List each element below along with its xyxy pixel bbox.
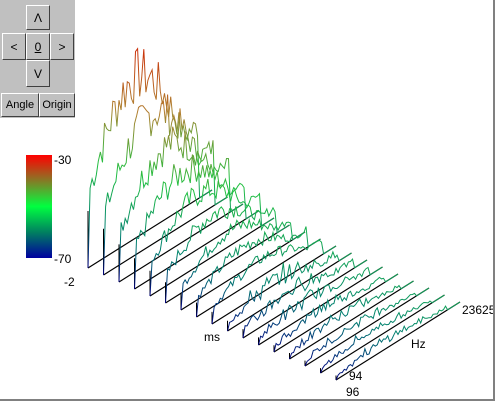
- slice-base: [335, 301, 461, 381]
- colorbar-max: -30: [54, 153, 72, 167]
- spectrum-slice: [258, 266, 383, 346]
- center-button[interactable]: 0: [26, 33, 50, 60]
- spectrum-slice: [227, 250, 352, 332]
- slice-base: [118, 203, 244, 283]
- spectrum-slice: [165, 204, 290, 304]
- down-button[interactable]: V: [26, 60, 50, 87]
- slice-base: [258, 266, 383, 346]
- spectrum-slice: [242, 258, 368, 339]
- left-button[interactable]: <: [2, 33, 26, 60]
- freq-label: Hz: [411, 337, 426, 351]
- angle-button[interactable]: Angle: [1, 93, 39, 117]
- spectrum-slice: [196, 226, 321, 318]
- control-panel: Λ < 0 > V Angle Origin: [0, 0, 75, 118]
- slice-label: 94: [349, 369, 363, 383]
- slice-base: [149, 217, 275, 297]
- spectrum-slice: [320, 294, 445, 374]
- spectrum-slice: [335, 301, 461, 381]
- time-label: ms: [204, 330, 220, 344]
- spectrum-slice: [134, 154, 259, 290]
- spectrum-slice: [103, 94, 228, 276]
- time-start: -2: [64, 275, 75, 289]
- slice-label: 96: [346, 385, 360, 399]
- colorbar-min: -70: [54, 252, 72, 266]
- slice-base: [211, 245, 337, 325]
- up-button[interactable]: Λ: [26, 5, 50, 30]
- slice-base: [289, 280, 414, 360]
- slice-base: [320, 294, 445, 374]
- slice-base: [134, 210, 259, 290]
- spectrum-slice: [211, 239, 337, 325]
- spectrum-slice: [304, 287, 430, 367]
- slice-base: [242, 259, 368, 339]
- origin-button[interactable]: Origin: [39, 93, 75, 117]
- colorbar: [26, 155, 52, 258]
- slice-base: [304, 287, 430, 367]
- spectrum-slice: [289, 280, 414, 360]
- spectrum-slice: [273, 273, 399, 353]
- right-button[interactable]: >: [50, 33, 74, 60]
- spectrum-slice: [149, 178, 275, 297]
- spectrum-slice: [180, 217, 306, 311]
- slice-base: [273, 273, 399, 353]
- freq-end: 23625: [462, 303, 495, 317]
- spectrum-slice: [87, 47, 213, 269]
- spectrum-slice: [118, 126, 244, 283]
- slice-base: [180, 231, 306, 311]
- slice-base: [165, 224, 290, 304]
- slice-base: [87, 189, 213, 269]
